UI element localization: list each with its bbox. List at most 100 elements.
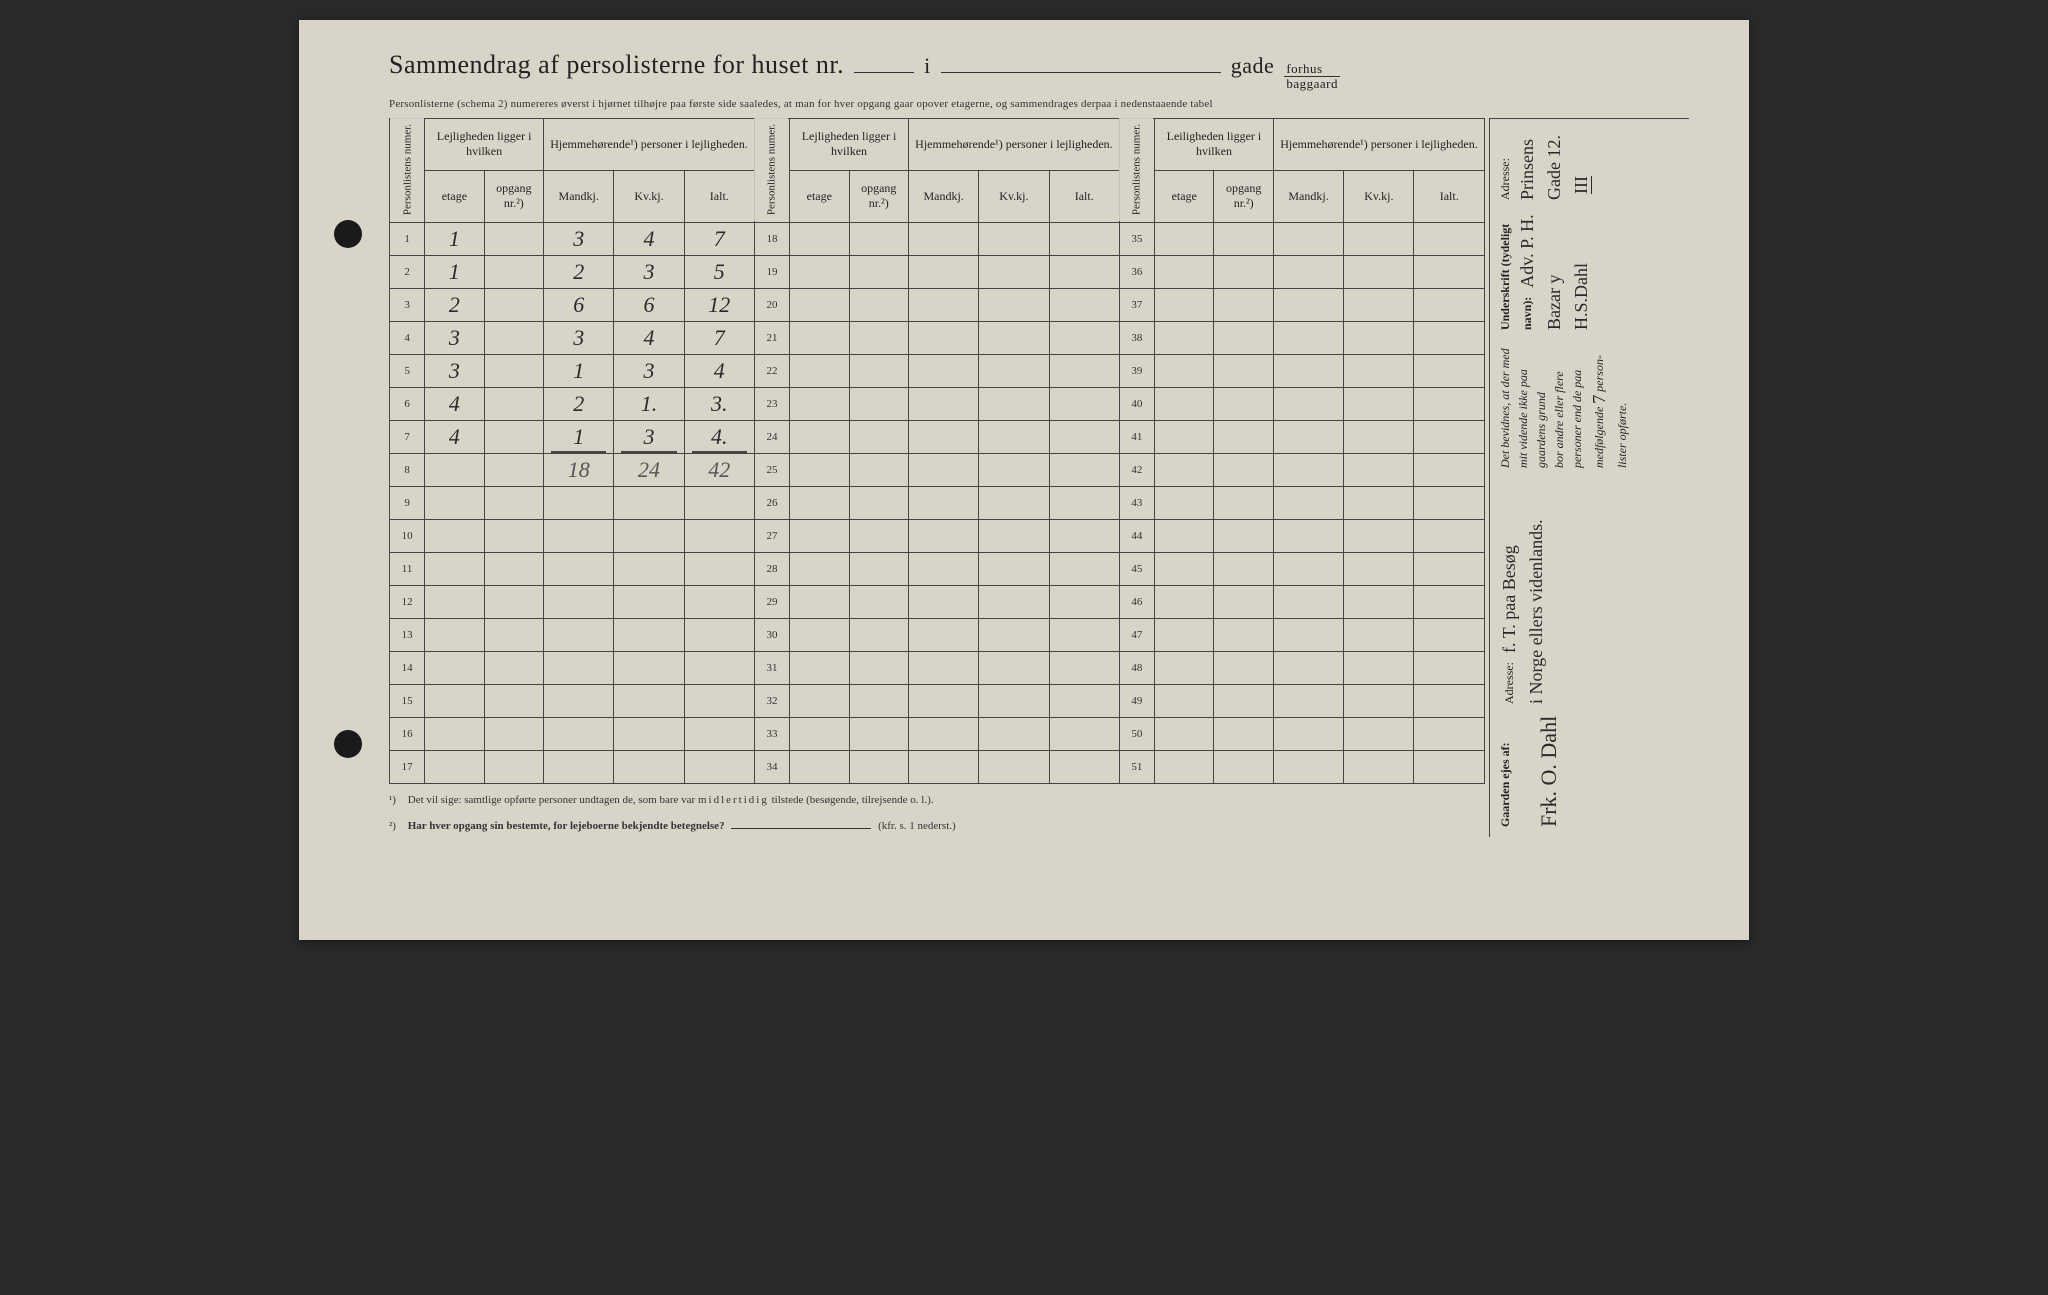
table-row: 113471835 bbox=[390, 222, 1485, 255]
row-number: 18 bbox=[754, 222, 789, 255]
empty-cell bbox=[1344, 288, 1414, 321]
row-number: 2 bbox=[390, 255, 425, 288]
empty-cell bbox=[1344, 651, 1414, 684]
footnote-2-text: Har hver opgang sin bestemte, for lejebo… bbox=[408, 820, 725, 832]
empty-cell bbox=[1154, 684, 1213, 717]
cell-etage: 3 bbox=[425, 354, 484, 387]
empty-cell bbox=[849, 552, 908, 585]
empty-cell bbox=[1154, 255, 1213, 288]
cell-etage: 4 bbox=[425, 387, 484, 420]
cell-opgang bbox=[484, 684, 543, 717]
attestation-section: Det bevidnes, at der med mit vidende ikk… bbox=[1490, 118, 1689, 478]
empty-cell bbox=[790, 222, 849, 255]
cell-ialt bbox=[684, 519, 754, 552]
cell-etage bbox=[425, 717, 484, 750]
col-lejligheden: Lejligheden ligger i hvilken bbox=[425, 118, 544, 170]
attestation-count: 7 bbox=[1589, 394, 1609, 403]
empty-cell bbox=[1154, 717, 1213, 750]
table-body: 1134718352123519363266122037433472138531… bbox=[390, 222, 1485, 783]
empty-cell bbox=[1414, 684, 1485, 717]
cell-kvkj: 3 bbox=[614, 354, 684, 387]
row-number: 21 bbox=[754, 321, 789, 354]
empty-cell bbox=[1214, 255, 1273, 288]
empty-cell bbox=[790, 486, 849, 519]
cell-opgang bbox=[484, 288, 543, 321]
row-number: 27 bbox=[754, 519, 789, 552]
row-number: 20 bbox=[754, 288, 789, 321]
empty-cell bbox=[1344, 585, 1414, 618]
empty-cell bbox=[1154, 750, 1213, 783]
adresse-label: Adresse: bbox=[1502, 661, 1516, 703]
empty-cell bbox=[1049, 321, 1119, 354]
empty-cell bbox=[1214, 354, 1273, 387]
cell-ialt bbox=[684, 552, 754, 585]
row-number: 45 bbox=[1119, 552, 1154, 585]
empty-cell bbox=[1344, 387, 1414, 420]
empty-cell bbox=[1049, 387, 1119, 420]
empty-cell bbox=[1154, 321, 1213, 354]
empty-cell bbox=[909, 222, 979, 255]
attestation-text: Det bevidnes, at der med mit vidende ikk… bbox=[1498, 348, 1548, 468]
empty-cell bbox=[1049, 552, 1119, 585]
empty-cell bbox=[1214, 618, 1273, 651]
empty-cell bbox=[979, 585, 1049, 618]
row-number: 9 bbox=[390, 486, 425, 519]
empty-cell bbox=[849, 651, 908, 684]
empty-cell bbox=[909, 717, 979, 750]
header: Sammendrag af persolisterne for huset nr… bbox=[389, 50, 1689, 110]
subtitle: Personlisterne (schema 2) numereres øver… bbox=[389, 98, 1689, 110]
cell-kvkj bbox=[614, 618, 684, 651]
row-number: 48 bbox=[1119, 651, 1154, 684]
owner-section: Gaarden ejes af: Frk. O. Dahl Adresse: f… bbox=[1490, 478, 1689, 837]
empty-cell bbox=[1344, 750, 1414, 783]
adresse-value: Prinsens Gade 12. bbox=[1517, 135, 1564, 200]
cell-kvkj bbox=[614, 684, 684, 717]
empty-cell bbox=[849, 255, 908, 288]
col-hjemmehorende: Hjemmehørende¹) personer i lejligheden. bbox=[909, 118, 1120, 170]
empty-cell bbox=[1214, 552, 1273, 585]
table-row: 92643 bbox=[390, 486, 1485, 519]
cell-kvkj: 1. bbox=[614, 387, 684, 420]
empty-cell bbox=[1344, 618, 1414, 651]
empty-cell bbox=[979, 453, 1049, 486]
cell-etage bbox=[425, 585, 484, 618]
empty-cell bbox=[1273, 354, 1343, 387]
row-number: 50 bbox=[1119, 717, 1154, 750]
empty-cell bbox=[1344, 354, 1414, 387]
cell-etage: 1 bbox=[425, 222, 484, 255]
row-number: 6 bbox=[390, 387, 425, 420]
empty-cell bbox=[1214, 222, 1273, 255]
empty-cell bbox=[979, 255, 1049, 288]
cell-etage: 4 bbox=[425, 420, 484, 453]
empty-cell bbox=[979, 717, 1049, 750]
empty-cell bbox=[849, 585, 908, 618]
empty-cell bbox=[849, 222, 908, 255]
empty-cell bbox=[1049, 420, 1119, 453]
empty-cell bbox=[1273, 453, 1343, 486]
empty-cell bbox=[1154, 354, 1213, 387]
table-row: 133047 bbox=[390, 618, 1485, 651]
footnote-2: ²) Har hver opgang sin bestemte, for lej… bbox=[389, 811, 1485, 832]
empty-cell bbox=[1049, 651, 1119, 684]
blank-field bbox=[731, 811, 871, 829]
empty-cell bbox=[790, 255, 849, 288]
empty-cell bbox=[790, 519, 849, 552]
empty-cell bbox=[1049, 222, 1119, 255]
table-row: 74134.2441 bbox=[390, 420, 1485, 453]
col-opgang: opgang nr.²) bbox=[484, 170, 543, 222]
empty-cell bbox=[790, 750, 849, 783]
title-text: Sammendrag af perso bbox=[389, 50, 625, 79]
table-area: Personlistens numer. Lejligheden ligger … bbox=[389, 118, 1485, 837]
document-page: Sammendrag af persolisterne for huset nr… bbox=[299, 20, 1749, 940]
row-number: 43 bbox=[1119, 486, 1154, 519]
row-number: 47 bbox=[1119, 618, 1154, 651]
empty-cell bbox=[1049, 519, 1119, 552]
cell-mandkj bbox=[544, 717, 614, 750]
title-gade: gade bbox=[1231, 53, 1275, 79]
cell-etage bbox=[425, 651, 484, 684]
empty-cell bbox=[849, 486, 908, 519]
title-text: listerne for huset nr. bbox=[625, 50, 844, 79]
empty-cell bbox=[1214, 585, 1273, 618]
cell-etage: 1 bbox=[425, 255, 484, 288]
empty-cell bbox=[1414, 420, 1485, 453]
